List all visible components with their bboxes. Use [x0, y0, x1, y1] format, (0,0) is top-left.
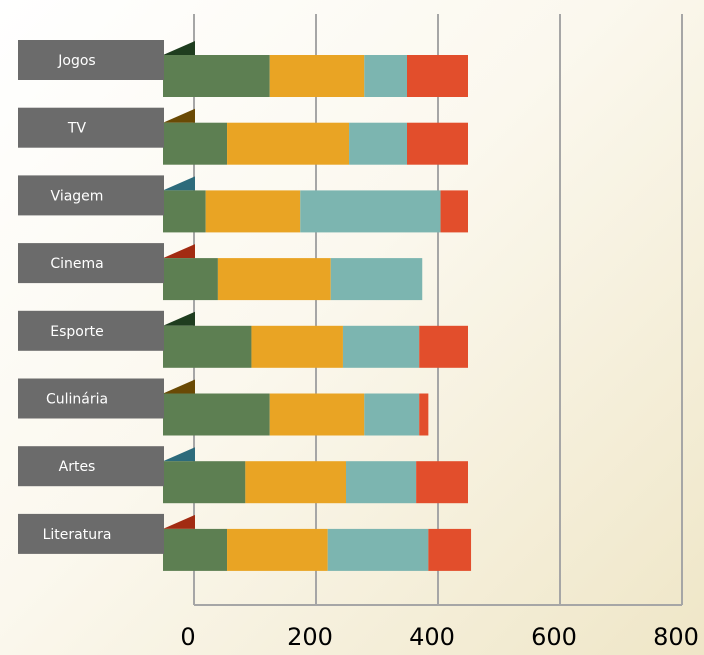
- bar-Culinária-series-1: [163, 393, 270, 436]
- category-label: Jogos: [57, 53, 95, 69]
- bar-Artes-series-2: [245, 461, 346, 504]
- category-tab-3: [163, 244, 195, 259]
- category-label: Literatura: [43, 527, 112, 543]
- bar-TV-series-4: [407, 122, 468, 165]
- x-tick-label: 0: [180, 623, 195, 651]
- bar-Cinema-series-3: [330, 258, 423, 301]
- category-label-box: [18, 107, 164, 148]
- category-label: Culinária: [46, 392, 108, 408]
- bars: [163, 55, 472, 571]
- category-label-box: [18, 310, 164, 351]
- category-label-box: [18, 378, 164, 419]
- category-label: Artes: [59, 459, 96, 475]
- category-tab-6: [163, 447, 195, 462]
- bar-Viagem-series-3: [300, 190, 441, 233]
- category-label: Cinema: [50, 256, 103, 272]
- bar-Jogos-series-1: [163, 55, 270, 97]
- bar-Viagem-series-4: [440, 190, 468, 233]
- category-label: Viagem: [51, 188, 104, 204]
- category-tab-5: [163, 379, 195, 394]
- x-axis-ticks: 0 200 400 600 800: [180, 623, 699, 651]
- bar-Esporte-series-4: [419, 325, 468, 368]
- bar-Esporte-series-2: [251, 325, 343, 368]
- bar-Esporte-series-3: [342, 325, 420, 368]
- bar-Jogos-series-2: [269, 55, 365, 97]
- category-label: Esporte: [50, 324, 103, 340]
- bar-TV-series-3: [349, 122, 407, 165]
- category-tabs: [163, 41, 195, 529]
- bar-Culinária-series-2: [269, 393, 365, 436]
- bar-Jogos-series-3: [364, 55, 407, 97]
- category-tab-4: [163, 311, 195, 326]
- category-tab-0: [163, 41, 195, 55]
- bar-Artes-series-3: [346, 461, 417, 504]
- category-label-box: [18, 40, 164, 80]
- bar-Viagem-series-1: [163, 190, 206, 233]
- category-labels: Jogos TV Viagem Cinema Esporte Culinária Artes…: [18, 40, 164, 554]
- bar-TV-series-2: [227, 122, 350, 165]
- bar-Esporte-series-1: [163, 325, 252, 368]
- bar-Viagem-series-2: [205, 190, 301, 233]
- bar-Culinária-series-3: [364, 393, 420, 436]
- category-label: TV: [67, 121, 87, 137]
- category-label-box: [18, 446, 164, 487]
- bar-Artes-series-4: [416, 461, 468, 504]
- x-tick-label: 400: [409, 623, 455, 651]
- bar-Literatura-series-3: [327, 528, 429, 571]
- category-tab-2: [163, 176, 195, 191]
- category-label-box: [18, 243, 164, 284]
- bar-Literatura-series-2: [227, 528, 328, 571]
- category-tab-1: [163, 108, 195, 123]
- bar-Jogos-series-4: [407, 55, 468, 97]
- bar-Cinema-series-1: [163, 258, 218, 301]
- bar-Culinária-series-4: [419, 393, 429, 436]
- bar-TV-series-1: [163, 122, 228, 165]
- category-tab-7: [163, 514, 195, 529]
- x-tick-label: 600: [531, 623, 577, 651]
- bar-Artes-series-1: [163, 461, 246, 504]
- category-label-box: [18, 175, 164, 216]
- bar-Cinema-series-2: [217, 258, 331, 301]
- x-tick-label: 800: [653, 623, 699, 651]
- bar-Literatura-series-1: [163, 528, 228, 571]
- category-label-box: [18, 513, 164, 554]
- x-tick-label: 200: [287, 623, 333, 651]
- bar-Literatura-series-4: [428, 528, 472, 571]
- gridlines: [193, 14, 683, 606]
